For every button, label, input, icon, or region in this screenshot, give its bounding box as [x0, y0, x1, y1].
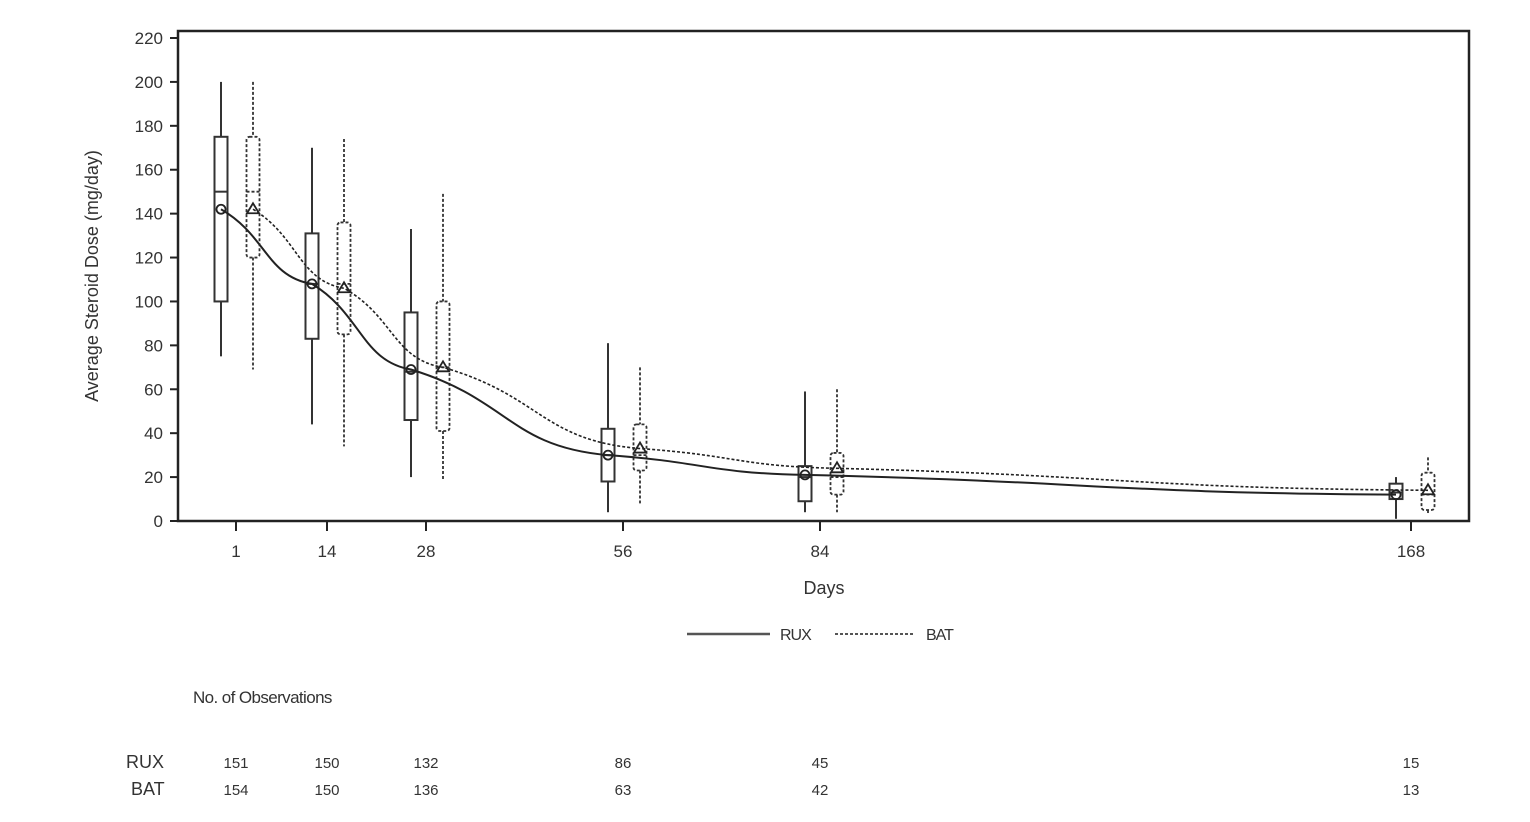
y-tick-label: 20	[144, 468, 163, 487]
y-tick-label: 140	[135, 205, 163, 224]
observations-count: 86	[614, 755, 632, 772]
y-tick-label: 0	[154, 512, 163, 531]
observations-count: 45	[811, 755, 829, 772]
observations-title: No. of Observations	[193, 688, 332, 707]
y-tick-label: 60	[144, 380, 163, 399]
y-tick-label: 120	[135, 249, 163, 268]
mean-triangle-marker	[435, 359, 451, 373]
x-tick-label: 28	[417, 542, 436, 561]
box-plots	[213, 81, 1436, 519]
rux-box-day-14	[304, 147, 320, 425]
rux-box-day-56	[600, 343, 616, 513]
observations-count: 151	[223, 755, 249, 772]
observations-count: 15	[1402, 755, 1420, 772]
rux-box-day-1	[213, 81, 229, 357]
legend-bat-label: BAT	[926, 627, 954, 644]
y-tick-label: 100	[135, 292, 163, 311]
rux-box-day-168	[1388, 477, 1404, 519]
bat-box-day-56	[632, 367, 648, 504]
bat-mean-line	[252, 208, 1429, 492]
observations-count: 150	[314, 782, 340, 799]
bat-box-day-168	[1420, 457, 1436, 515]
observations-count: 63	[614, 782, 632, 799]
observations-row-label: RUX	[126, 752, 165, 772]
x-axis-label: Days	[803, 578, 844, 598]
observations-count: 132	[413, 755, 439, 772]
observations-count: 154	[223, 782, 249, 799]
y-axis: 0 20 40 60 80 100 120 140 160 180 200 220	[135, 29, 178, 531]
y-tick-label: 180	[135, 117, 163, 136]
x-tick-label: 84	[811, 542, 830, 561]
y-tick-label: 160	[135, 161, 163, 180]
mean-circle-marker	[215, 203, 227, 215]
y-tick-label: 80	[144, 336, 163, 355]
rux-mean-line	[220, 208, 1397, 496]
mean-triangle-marker	[829, 460, 845, 474]
observations-count: 150	[314, 755, 340, 772]
observations-row-label: BAT	[131, 779, 165, 799]
bat-box-day-84	[829, 389, 845, 513]
bat-box-day-28	[435, 193, 451, 480]
mean-triangle-marker	[632, 440, 648, 454]
y-tick-label: 200	[135, 73, 163, 92]
legend-rux-label: RUX	[780, 627, 812, 644]
bat-box-day-1	[245, 81, 261, 370]
y-tick-label: 220	[135, 29, 163, 48]
observations-count: 13	[1402, 782, 1420, 799]
legend: RUX BAT	[687, 627, 955, 644]
x-tick-label: 1	[231, 542, 240, 561]
mean-triangle-marker	[245, 201, 261, 215]
mean-triangle-marker	[1420, 482, 1436, 496]
x-tick-label: 14	[318, 542, 337, 561]
y-tick-label: 40	[144, 424, 163, 443]
observations-count: 42	[811, 782, 829, 799]
bat-box-day-14	[336, 138, 352, 447]
rux-box-day-28	[403, 229, 419, 478]
observations-count: 136	[413, 782, 439, 799]
x-tick-label: 168	[1397, 542, 1425, 561]
steroid-dose-chart: 0 20 40 60 80 100 120 140 160 180 200 220 1 14 28 56 84…	[82, 29, 1471, 644]
y-axis-label: Average Steroid Dose (mg/day)	[82, 150, 102, 402]
rux-box-day-84	[797, 391, 813, 513]
x-tick-label: 56	[614, 542, 633, 561]
plot-frame	[176, 29, 1471, 523]
x-axis: 1 14 28 56 84 168	[231, 521, 1425, 561]
mean-lines	[220, 208, 1429, 496]
